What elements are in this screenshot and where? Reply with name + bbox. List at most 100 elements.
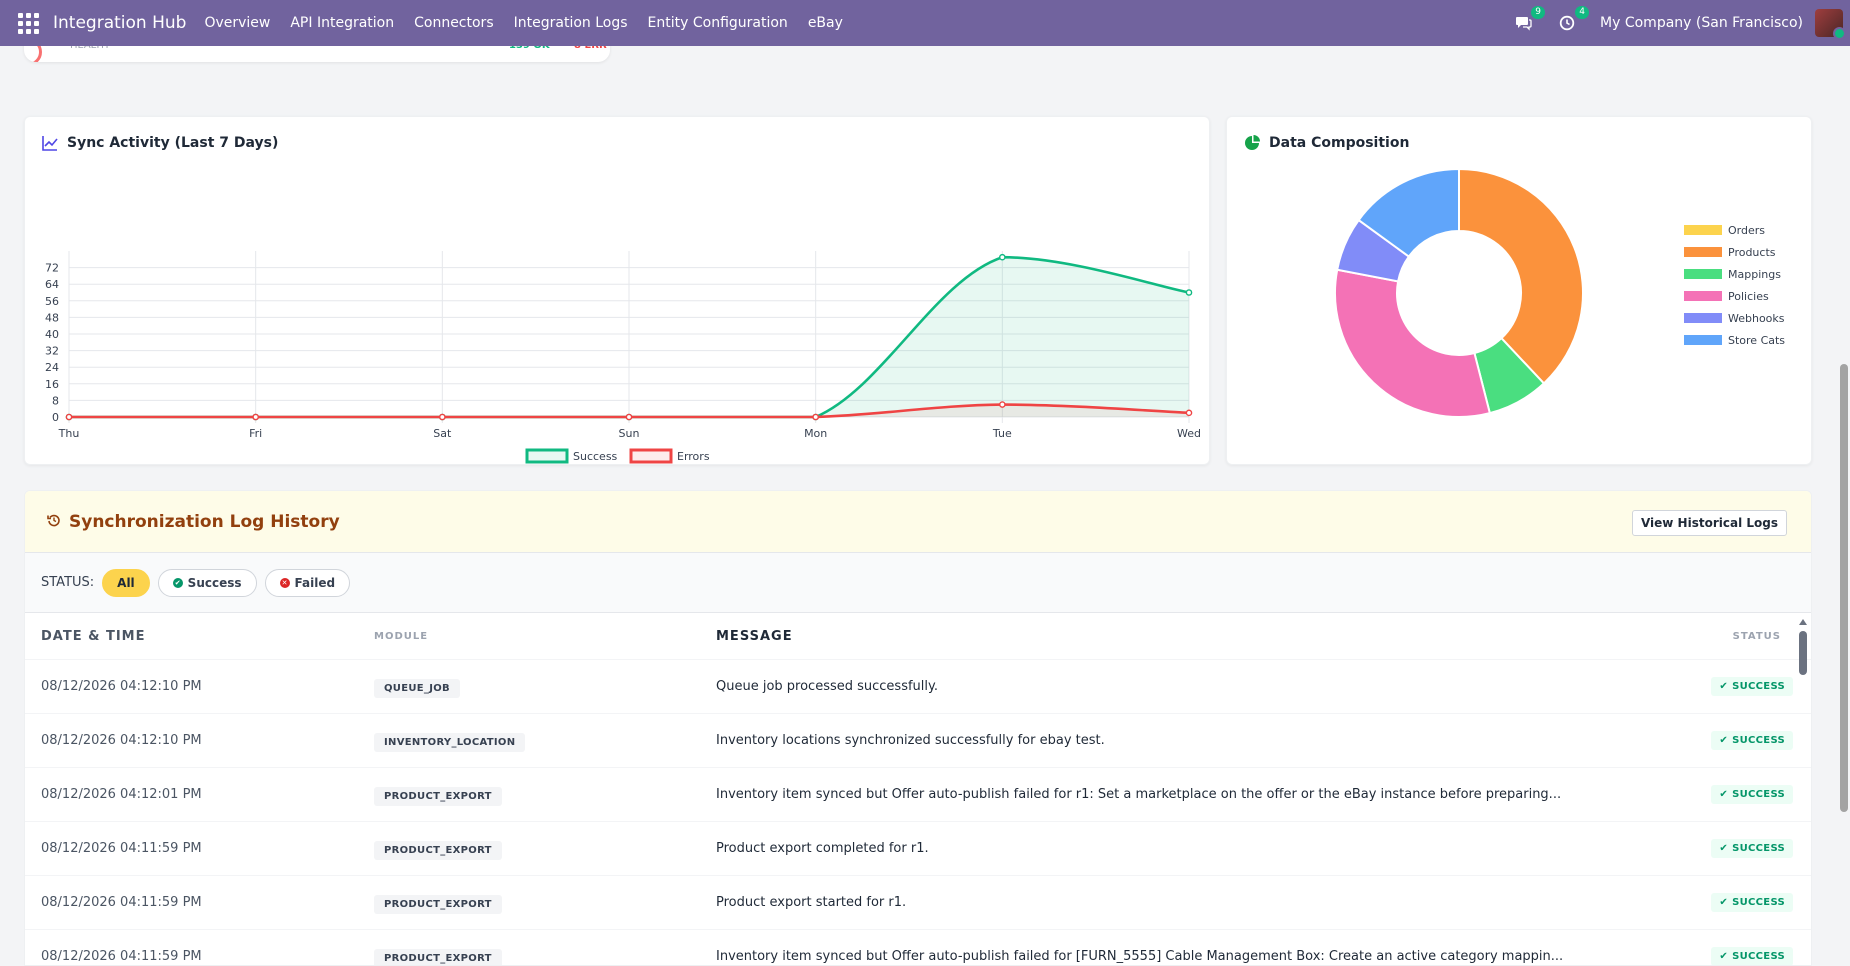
messages-icon[interactable]: 9 bbox=[1512, 6, 1546, 34]
menu-entity-configuration[interactable]: Entity Configuration bbox=[647, 15, 788, 31]
series-area-success bbox=[69, 257, 1189, 417]
check-circle-icon: ✔ bbox=[172, 577, 183, 588]
legend-label: Products bbox=[1728, 246, 1776, 259]
col-header-message[interactable]: MESSAGE bbox=[716, 628, 793, 644]
data-point-errors bbox=[1185, 409, 1193, 417]
filter-all-label: All bbox=[117, 575, 135, 590]
page-scrollbar[interactable] bbox=[1838, 46, 1850, 966]
check-icon: ✔ bbox=[1719, 843, 1729, 854]
log-message: Product export started for r1. bbox=[716, 895, 907, 910]
pie-slice-policies bbox=[1334, 268, 1492, 418]
data-point-errors bbox=[812, 413, 819, 421]
messages-badge: 9 bbox=[1531, 6, 1546, 19]
activity-clock-icon[interactable]: 4 bbox=[1556, 6, 1590, 34]
table-scrollbar[interactable] bbox=[1799, 619, 1807, 965]
x-tick-label: Fri bbox=[249, 427, 262, 440]
menu-ebay[interactable]: eBay bbox=[807, 15, 843, 31]
menu-overview[interactable]: Overview bbox=[204, 15, 271, 31]
status-text: SUCCESS bbox=[1732, 843, 1785, 854]
log-row[interactable]: 08/12/2026 04:12:10 PM QUEUE_JOB Queue job… bbox=[25, 660, 1811, 714]
filter-all[interactable]: All bbox=[102, 568, 150, 597]
activity-badge: 4 bbox=[1575, 6, 1590, 19]
log-message: Inventory locations synchronized success… bbox=[716, 733, 1105, 748]
x-tick-label: Tue bbox=[992, 427, 1012, 440]
legend-swatch bbox=[1684, 269, 1722, 279]
pie-slice-store-cats bbox=[1357, 167, 1460, 258]
table-scrollbar-thumb[interactable] bbox=[1799, 631, 1807, 675]
module-tag: INVENTORY_LOCATION bbox=[374, 732, 526, 752]
log-history-header: Synchronization Log History View Histori… bbox=[25, 491, 1811, 553]
log-row[interactable]: 08/12/2026 04:11:59 PM PRODUCT_EXPORT Prod… bbox=[25, 876, 1811, 930]
history-icon bbox=[47, 513, 61, 531]
log-module: PRODUCT_EXPORT bbox=[374, 892, 716, 914]
status-tag: ✔ SUCCESS bbox=[1711, 677, 1793, 696]
menu-connectors[interactable]: Connectors bbox=[414, 15, 494, 31]
log-status: ✔ SUCCESS bbox=[1671, 893, 1811, 912]
log-status: ✔ SUCCESS bbox=[1671, 839, 1811, 858]
sync-activity-card: Sync Activity (Last 7 Days) 0 8 16 24 32 40 48… bbox=[24, 116, 1210, 465]
filter-failed[interactable]: ✕ Failed bbox=[264, 568, 351, 597]
app-brand[interactable]: Integration Hub bbox=[53, 13, 187, 33]
pie-slice-products bbox=[1458, 167, 1584, 385]
data-composition-title-text: Data Composition bbox=[1269, 135, 1410, 151]
company-switcher[interactable]: My Company (San Francisco) bbox=[1600, 15, 1803, 31]
x-tick-label: Sat bbox=[433, 427, 452, 440]
y-tick-label: 16 bbox=[45, 378, 59, 391]
page-scrollbar-thumb[interactable] bbox=[1840, 364, 1848, 812]
menu-integration-logs[interactable]: Integration Logs bbox=[513, 15, 628, 31]
status-text: SUCCESS bbox=[1732, 735, 1785, 746]
data-point-errors bbox=[439, 413, 446, 421]
legend-label: Store Cats bbox=[1728, 334, 1785, 347]
log-status: ✔ SUCCESS bbox=[1671, 677, 1811, 696]
data-point-success bbox=[999, 253, 1006, 261]
module-tag: PRODUCT_EXPORT bbox=[374, 948, 502, 965]
col-header-date[interactable]: DATE & TIME bbox=[41, 628, 146, 644]
log-module: INVENTORY_LOCATION bbox=[374, 730, 716, 752]
menu-api-integration[interactable]: API Integration bbox=[290, 15, 395, 31]
col-header-module[interactable]: MODULE bbox=[374, 630, 429, 642]
status-tag: ✔ SUCCESS bbox=[1711, 893, 1793, 912]
data-point-errors bbox=[999, 401, 1006, 408]
data-point-errors bbox=[625, 413, 633, 421]
log-row[interactable]: 08/12/2026 04:12:01 PM PRODUCT_EXPORT Inve… bbox=[25, 768, 1811, 822]
check-icon: ✔ bbox=[1719, 951, 1729, 962]
check-icon: ✔ bbox=[1719, 897, 1729, 908]
y-tick-label: 56 bbox=[45, 295, 59, 308]
user-avatar[interactable] bbox=[1815, 9, 1846, 40]
x-tick-label: Sun bbox=[619, 427, 640, 440]
log-date: 08/12/2026 04:12:10 PM bbox=[41, 679, 202, 694]
y-tick-label: 32 bbox=[45, 345, 59, 358]
filter-success[interactable]: ✔ Success bbox=[157, 568, 257, 597]
scroll-up-arrow-icon[interactable] bbox=[1799, 619, 1807, 625]
status-text: SUCCESS bbox=[1732, 897, 1785, 908]
apps-menu-icon[interactable] bbox=[17, 12, 39, 34]
module-tag: PRODUCT_EXPORT bbox=[374, 786, 502, 806]
legend-label: Orders bbox=[1728, 224, 1765, 237]
data-point-errors bbox=[252, 413, 259, 421]
status-text: SUCCESS bbox=[1732, 789, 1785, 800]
line-chart-icon bbox=[41, 134, 59, 152]
sync-activity-title-text: Sync Activity (Last 7 Days) bbox=[67, 135, 279, 151]
log-table-body: 08/12/2026 04:12:10 PM QUEUE_JOB Queue job… bbox=[25, 660, 1811, 965]
log-date: 08/12/2026 04:12:10 PM bbox=[41, 733, 202, 748]
log-table: DATE & TIME MODULE MESSAGE STATUS 08/12/… bbox=[25, 613, 1811, 965]
view-historical-logs-button[interactable]: View Historical Logs bbox=[1631, 510, 1787, 536]
col-header-status[interactable]: STATUS bbox=[1732, 630, 1781, 642]
legend-swatch bbox=[525, 448, 569, 464]
data-composition-title: Data Composition bbox=[1243, 134, 1409, 152]
y-tick-label: 64 bbox=[45, 278, 59, 291]
status-tag: ✔ SUCCESS bbox=[1711, 947, 1793, 965]
log-module: QUEUE_JOB bbox=[374, 676, 716, 698]
y-tick-label: 72 bbox=[45, 262, 59, 275]
log-row[interactable]: 08/12/2026 04:11:59 PM PRODUCT_EXPORT Prod… bbox=[25, 822, 1811, 876]
legend-label: Success bbox=[573, 450, 618, 463]
log-row[interactable]: 08/12/2026 04:11:59 PM PRODUCT_EXPORT Inve… bbox=[25, 930, 1811, 965]
legend-swatch bbox=[629, 448, 673, 464]
log-module: PRODUCT_EXPORT bbox=[374, 784, 716, 806]
log-status: ✔ SUCCESS bbox=[1671, 785, 1811, 804]
log-row[interactable]: 08/12/2026 04:12:10 PM INVENTORY_LOCATION… bbox=[25, 714, 1811, 768]
x-tick-label: Thu bbox=[58, 427, 80, 440]
status-tag: ✔ SUCCESS bbox=[1711, 731, 1793, 750]
log-module: PRODUCT_EXPORT bbox=[374, 946, 716, 965]
status-tag: ✔ SUCCESS bbox=[1711, 785, 1793, 804]
